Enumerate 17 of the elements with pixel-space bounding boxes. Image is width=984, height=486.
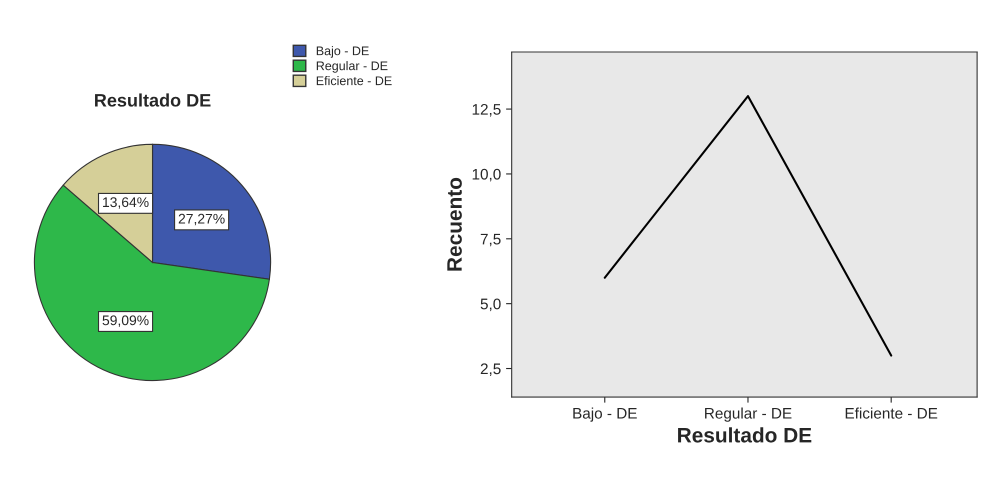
- y-tick-label: 7,5: [480, 234, 501, 246]
- x-axis-title: Resultado DE: [678, 427, 812, 443]
- y-tick-label: 10,0: [472, 168, 501, 182]
- data-label: 27,27%: [178, 214, 225, 226]
- y-tick-label: 5,0: [480, 298, 501, 312]
- y-tick-label: 2,5: [480, 363, 501, 376]
- legend-label: Bajo - DE: [316, 46, 369, 58]
- legend-label: Eficiente - DE: [316, 76, 392, 86]
- y-tick-label: 12,5: [472, 104, 501, 117]
- y-axis-title: Recuento: [447, 178, 462, 271]
- text: Resultado DE: [95, 93, 211, 107]
- x-tick-label: Bajo - DE: [573, 407, 637, 422]
- data-label: 13,64%: [103, 197, 149, 209]
- x-tick-label: Eficiente - DE: [846, 407, 938, 419]
- data-label: 59,09%: [102, 315, 149, 327]
- legend-label: Regular - DE: [316, 61, 388, 73]
- x-tick-label: Regular - DE: [705, 407, 792, 422]
